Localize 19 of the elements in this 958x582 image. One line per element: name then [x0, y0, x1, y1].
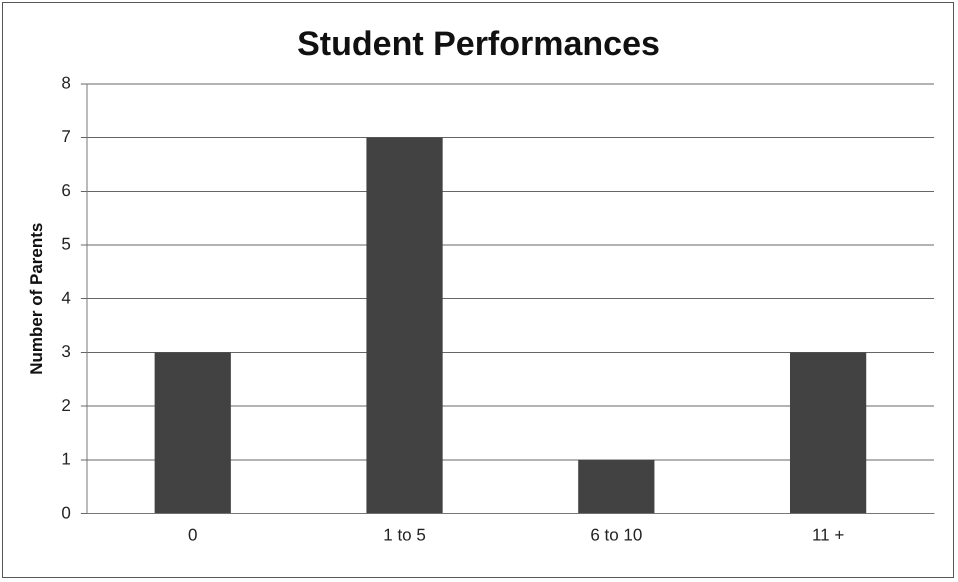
y-tick-label: 6 [61, 180, 71, 200]
y-tick-label: 1 [61, 450, 71, 469]
bar [578, 460, 654, 514]
bar [790, 352, 866, 514]
x-tick-label: 1 to 5 [383, 525, 426, 544]
y-tick-label: 4 [61, 288, 71, 308]
x-tick-label: 11 + [812, 525, 844, 544]
chart-title: Student Performances [297, 24, 660, 63]
bar [366, 138, 443, 514]
y-tick-label: 7 [61, 127, 71, 146]
y-tick-label: 3 [61, 342, 71, 362]
bar [154, 352, 231, 514]
x-tick-label: 6 to 10 [590, 525, 642, 544]
y-tick-label: 5 [61, 234, 71, 254]
y-axis-title: Number of Parents [26, 222, 46, 375]
x-tick-label: 0 [188, 525, 198, 544]
y-tick-label: 8 [61, 73, 71, 92]
y-tick-label: 0 [61, 503, 71, 522]
y-tick-label: 2 [61, 396, 71, 415]
